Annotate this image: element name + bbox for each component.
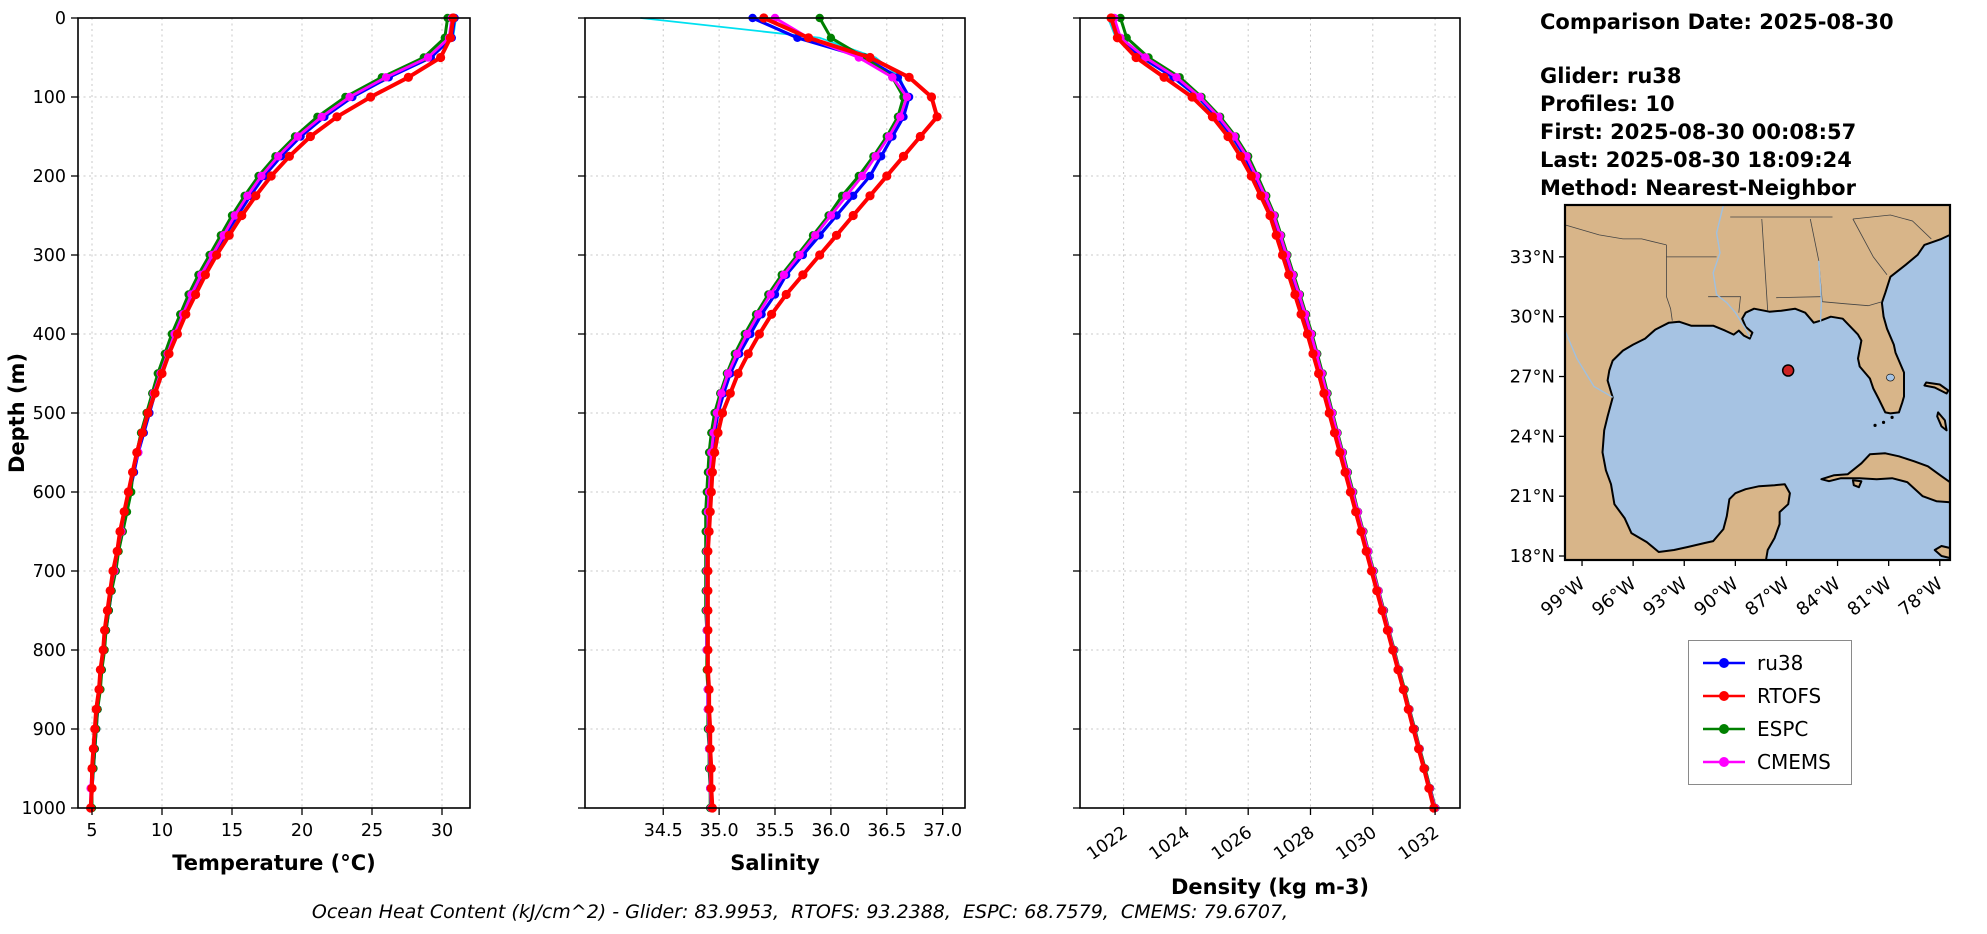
last-profile-time-text: Last: 2025-08-30 18:09:24 <box>1540 148 1852 172</box>
svg-text:600: 600 <box>33 483 66 503</box>
svg-text:36.5: 36.5 <box>867 821 906 841</box>
svg-text:81°W: 81°W <box>1844 573 1896 620</box>
legend-label: ESPC <box>1757 717 1809 741</box>
svg-text:Temperature (°C): Temperature (°C) <box>172 851 375 875</box>
svg-text:1024: 1024 <box>1146 823 1194 865</box>
legend-line-marker-icon <box>1703 757 1745 767</box>
svg-text:900: 900 <box>33 720 66 740</box>
svg-text:35.5: 35.5 <box>756 821 795 841</box>
svg-text:18°N: 18°N <box>1510 546 1555 567</box>
profiles-count-text: Profiles: 10 <box>1540 92 1675 116</box>
glider-name-text: Glider: ru38 <box>1540 64 1682 88</box>
svg-text:24°N: 24°N <box>1510 426 1555 447</box>
legend-label: RTOFS <box>1757 684 1822 708</box>
legend-line-marker-icon <box>1703 724 1745 734</box>
temperature-profile-plot: 5 10 15 20 25 3001002003004005006007008009001… <box>5 9 471 875</box>
svg-text:10: 10 <box>151 821 173 841</box>
svg-text:25: 25 <box>361 821 383 841</box>
svg-text:Depth (m): Depth (m) <box>5 353 29 473</box>
svg-text:30: 30 <box>431 821 453 841</box>
glider-location-marker <box>1781 364 1795 377</box>
svg-text:78°W: 78°W <box>1895 573 1947 620</box>
svg-text:93°W: 93°W <box>1639 573 1691 620</box>
svg-text:1000: 1000 <box>21 799 66 819</box>
legend-line-marker-icon <box>1703 658 1745 668</box>
salinity-profile-plot: 34.5 35.0 35.5 36.0 36.5 37.0 Salinity <box>578 13 966 875</box>
svg-text:21°N: 21°N <box>1510 486 1555 507</box>
svg-text:1028: 1028 <box>1270 823 1318 865</box>
svg-text:15: 15 <box>221 821 243 841</box>
svg-text:27°N: 27°N <box>1510 367 1555 388</box>
svg-text:36.0: 36.0 <box>811 821 850 841</box>
svg-text:1026: 1026 <box>1208 823 1256 865</box>
spacer <box>1540 36 1894 62</box>
svg-text:500: 500 <box>33 404 66 424</box>
svg-text:1030: 1030 <box>1333 823 1381 865</box>
svg-text:300: 300 <box>33 246 66 266</box>
svg-text:34.5: 34.5 <box>644 821 683 841</box>
svg-text:87°W: 87°W <box>1741 573 1793 620</box>
method-text: Method: Nearest-Neighbor <box>1540 176 1856 200</box>
svg-text:400: 400 <box>33 325 66 345</box>
comparison-date-text: Comparison Date: 2025-08-30 <box>1540 10 1894 34</box>
svg-text:20: 20 <box>291 821 313 841</box>
legend-item-rtofs: RTOFS <box>1701 684 1831 708</box>
svg-text:90°W: 90°W <box>1690 573 1742 620</box>
legend-item-cmems: CMEMS <box>1701 750 1831 774</box>
legend-item-ru38: ru38 <box>1701 651 1831 675</box>
first-profile-time-text: First: 2025-08-30 00:08:57 <box>1540 120 1857 144</box>
legend-label: CMEMS <box>1757 750 1831 774</box>
ocean-heat-content-text: Ocean Heat Content (kJ/cm^2) - Glider: 8… <box>311 901 1289 923</box>
svg-text:Salinity: Salinity <box>730 851 820 875</box>
svg-text:1032: 1032 <box>1395 823 1443 865</box>
metadata-block: Comparison Date: 2025-08-30 Glider: ru38… <box>1540 8 1894 202</box>
svg-text:0: 0 <box>55 9 66 29</box>
svg-text:37.0: 37.0 <box>923 821 962 841</box>
svg-text:1022: 1022 <box>1084 823 1132 865</box>
legend-line-marker-icon <box>1703 691 1745 701</box>
svg-text:Density (kg m-3): Density (kg m-3) <box>1171 875 1369 899</box>
legend: ru38 RTOFS ESPC CMEMS <box>1688 640 1852 785</box>
svg-text:700: 700 <box>33 562 66 582</box>
svg-text:84°W: 84°W <box>1793 573 1845 620</box>
svg-text:99°W: 99°W <box>1537 573 1589 620</box>
svg-text:33°N: 33°N <box>1510 247 1555 268</box>
legend-label: ru38 <box>1757 651 1804 675</box>
svg-text:30°N: 30°N <box>1510 307 1555 328</box>
svg-text:200: 200 <box>33 167 66 187</box>
gulf-of-mexico-map: 33°N 30°N 27°N 24°N 21°N 18°N 99°W 96°W 93°W 90°W… <box>1510 203 1952 621</box>
svg-text:100: 100 <box>33 88 66 108</box>
svg-text:96°W: 96°W <box>1588 573 1640 620</box>
svg-text:35.0: 35.0 <box>700 821 739 841</box>
density-profile-plot: 1022 1024 1026 1028 1030 1032 Density (kg m-3) <box>1073 13 1461 899</box>
svg-text:5: 5 <box>86 821 97 841</box>
svg-text:800: 800 <box>33 641 66 661</box>
legend-item-espc: ESPC <box>1701 717 1831 741</box>
